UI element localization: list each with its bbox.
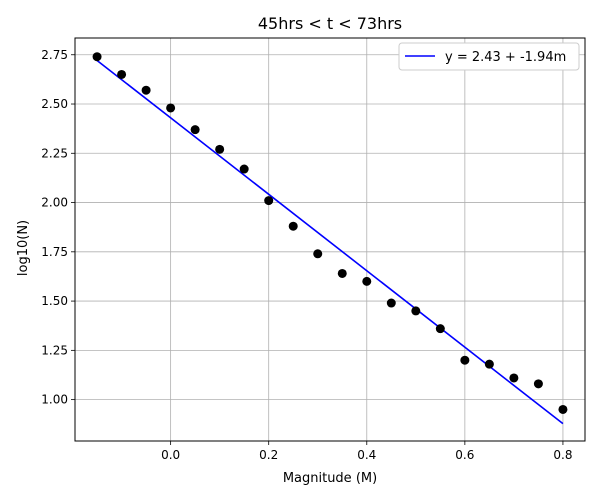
data-point — [166, 103, 176, 113]
legend: y = 2.43 + -1.94m — [398, 42, 580, 71]
data-point — [509, 373, 519, 383]
data-point — [215, 144, 225, 154]
fit-line-layer — [96, 59, 564, 425]
y-tick-label: 2.00 — [41, 196, 68, 210]
x-tick-label: 0.6 — [455, 448, 474, 462]
data-point — [533, 379, 543, 389]
y-tick-label: 1.00 — [41, 393, 68, 407]
y-tick-label: 1.75 — [41, 245, 68, 259]
y-axis-ticks: 1.00 1.25 1.50 1.75 2.00 2.25 2.50 2.75 — [41, 48, 75, 407]
legend-label: y = 2.43 + -1.94m — [445, 50, 566, 65]
legend-box — [398, 42, 580, 71]
y-tick-label: 1.25 — [41, 343, 68, 357]
x-tick-label: 0.4 — [357, 448, 376, 462]
data-points — [92, 52, 568, 414]
data-point — [558, 404, 568, 414]
data-point — [92, 52, 102, 62]
y-tick-label: 1.50 — [41, 294, 68, 308]
data-point — [484, 359, 494, 369]
data-point — [141, 85, 151, 95]
data-point — [288, 221, 298, 231]
data-point — [411, 306, 421, 316]
y-tick-label: 2.25 — [41, 146, 68, 160]
data-point — [264, 196, 274, 206]
x-tick-label: 0.2 — [259, 448, 278, 462]
data-point — [362, 276, 372, 286]
y-axis-label: log10(N) — [16, 220, 31, 276]
data-point — [239, 164, 249, 174]
y-tick-label: 2.75 — [41, 48, 68, 62]
data-point — [337, 268, 347, 278]
plot-frame — [74, 37, 586, 442]
x-tick-label: 0.0 — [161, 448, 180, 462]
x-axis-ticks: 0.0 0.2 0.4 0.6 0.8 — [161, 441, 572, 462]
data-point — [460, 355, 470, 365]
data-point — [435, 324, 445, 334]
data-point — [386, 298, 396, 308]
data-point — [190, 125, 200, 135]
y-tick-label: 2.50 — [41, 97, 68, 111]
data-point — [313, 249, 323, 259]
fit-line — [96, 59, 564, 425]
data-point — [117, 69, 127, 79]
chart-title: 45hrs < t < 73hrs — [258, 14, 402, 33]
x-tick-label: 0.8 — [553, 448, 572, 462]
x-axis-label: Magnitude (M) — [283, 471, 377, 486]
